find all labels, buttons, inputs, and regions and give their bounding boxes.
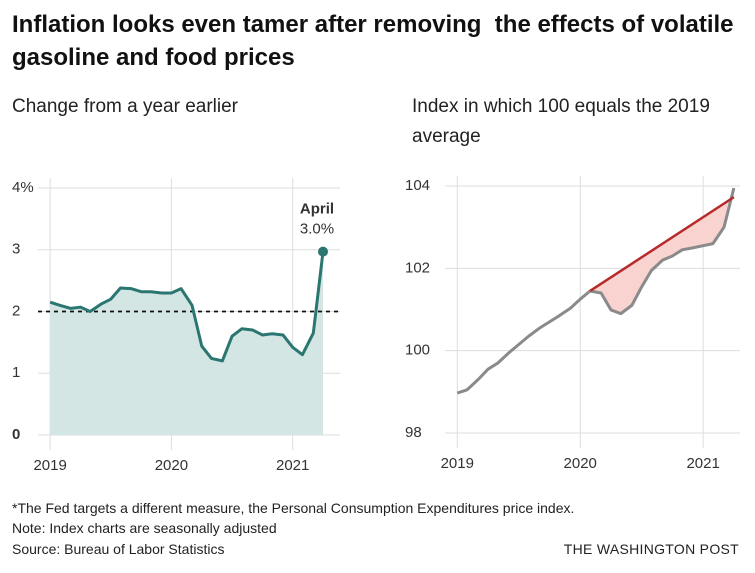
area (50, 251, 324, 435)
y-tick-label: 104 (405, 177, 430, 194)
x-tick-label: 2019 (441, 455, 474, 472)
y-tick-label: 0 (12, 426, 20, 443)
y-tick-label: 2 (12, 302, 20, 319)
footnote: *The Fed targets a different measure, th… (12, 500, 575, 516)
credit: THE WASHINGTON POST (563, 541, 739, 557)
x-tick-label: 2019 (33, 457, 66, 474)
note: Note: Index charts are seasonally adjust… (12, 520, 277, 536)
right-subtitle: Index in which 100 equals the 2019 avera… (412, 96, 710, 147)
x-tick-label: 2020 (155, 457, 188, 474)
source: Source: Bureau of Labor Statistics (12, 541, 225, 557)
value-label: 3.0% (300, 221, 334, 238)
y-tick-label: 98 (405, 424, 422, 441)
charts: 4% 3 2 1 0 2019 2020 2021 April 3.0% 104 102 100 98 20… (12, 176, 740, 474)
y-tick-label: 1 (12, 364, 20, 381)
gap-fill (590, 188, 734, 314)
title: Inflation looks even tamer after removin… (12, 11, 741, 71)
x-tick-label: 2021 (686, 455, 719, 472)
x-tick-label: 2021 (276, 457, 309, 474)
y-tick-label: 102 (405, 259, 430, 276)
line (456, 187, 736, 395)
point (318, 246, 329, 257)
y-tick-label: 100 (405, 342, 430, 359)
line (49, 251, 325, 363)
y-tick-label: 3 (12, 241, 20, 258)
trend-line (589, 196, 735, 293)
x-tick-label: 2020 (564, 455, 597, 472)
y-tick-label: 4% (12, 179, 34, 196)
annotation: April (300, 201, 334, 218)
left-subtitle: Change from a year earlier (12, 96, 238, 117)
